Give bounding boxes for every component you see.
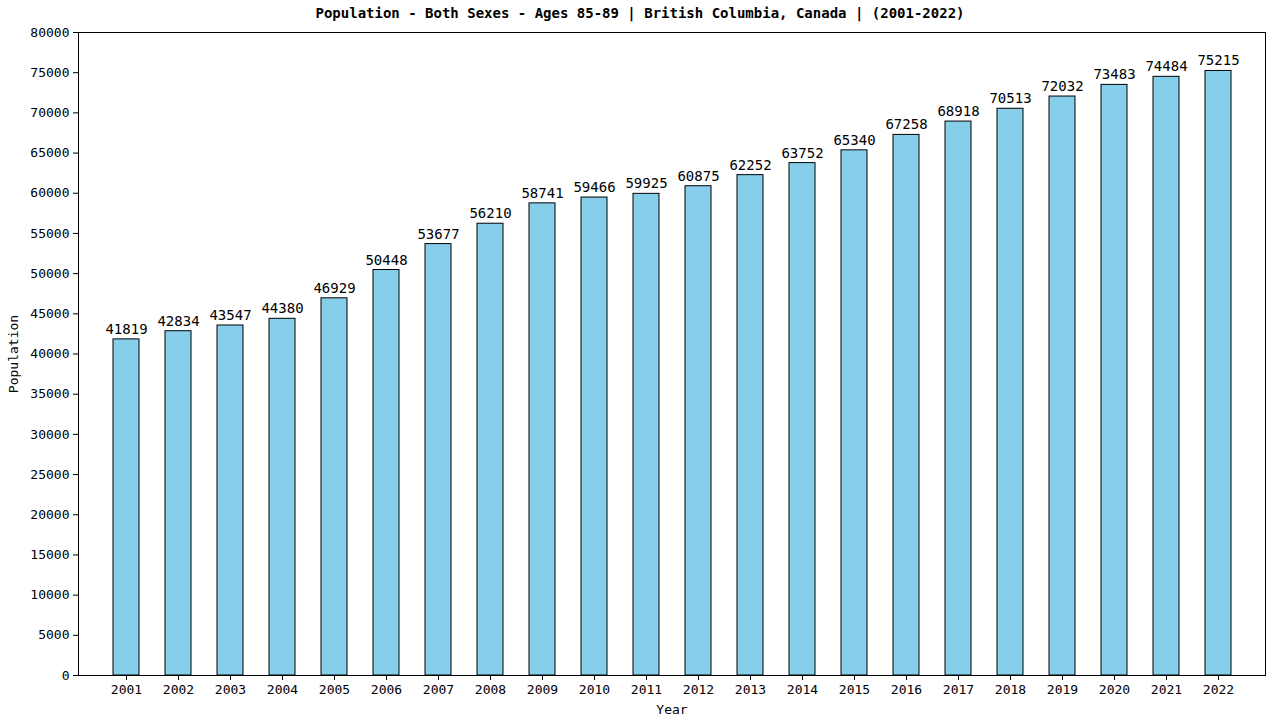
svg-text:58741: 58741 bbox=[521, 185, 563, 201]
svg-text:74484: 74484 bbox=[1145, 58, 1187, 74]
svg-text:67258: 67258 bbox=[885, 116, 927, 132]
svg-text:2007: 2007 bbox=[423, 682, 454, 697]
svg-text:2018: 2018 bbox=[995, 682, 1026, 697]
svg-text:2013: 2013 bbox=[735, 682, 766, 697]
svg-text:2022: 2022 bbox=[1203, 682, 1234, 697]
svg-text:2014: 2014 bbox=[787, 682, 818, 697]
svg-text:50000: 50000 bbox=[30, 266, 69, 281]
html-text:Population - Both Sexes - Ages: Population - Both Sexes - Ages 85-89 | B… bbox=[315, 5, 965, 21]
svg-text:2005: 2005 bbox=[319, 682, 350, 697]
svg-text:2015: 2015 bbox=[839, 682, 870, 697]
svg-text:2017: 2017 bbox=[943, 682, 974, 697]
svg-text:70513: 70513 bbox=[989, 90, 1031, 106]
svg-text:50448: 50448 bbox=[365, 252, 407, 268]
svg-text:55000: 55000 bbox=[30, 226, 69, 241]
svg-text:35000: 35000 bbox=[30, 386, 69, 401]
svg-text:73483: 73483 bbox=[1093, 66, 1135, 82]
svg-text:2010: 2010 bbox=[579, 682, 610, 697]
svg-text:2021: 2021 bbox=[1151, 682, 1182, 697]
svg-text:65340: 65340 bbox=[833, 132, 875, 148]
svg-text:65000: 65000 bbox=[30, 145, 69, 160]
svg-text:42834: 42834 bbox=[157, 313, 199, 329]
svg-text:43547: 43547 bbox=[209, 307, 251, 323]
svg-text:2008: 2008 bbox=[475, 682, 506, 697]
svg-text:0: 0 bbox=[62, 668, 70, 683]
svg-text:2009: 2009 bbox=[527, 682, 558, 697]
svg-text:15000: 15000 bbox=[30, 547, 69, 562]
svg-text:45000: 45000 bbox=[30, 306, 69, 321]
svg-text:Year: Year bbox=[656, 702, 687, 717]
svg-text:2001: 2001 bbox=[111, 682, 142, 697]
svg-text:75215: 75215 bbox=[1197, 52, 1239, 68]
svg-text:2019: 2019 bbox=[1047, 682, 1078, 697]
svg-text:60875: 60875 bbox=[677, 168, 719, 184]
svg-text:10000: 10000 bbox=[30, 587, 69, 602]
svg-text:56210: 56210 bbox=[469, 205, 511, 221]
svg-text:2016: 2016 bbox=[891, 682, 922, 697]
svg-text:5000: 5000 bbox=[38, 627, 69, 642]
svg-text:2002: 2002 bbox=[163, 682, 194, 697]
svg-text:2012: 2012 bbox=[683, 682, 714, 697]
svg-text:44380: 44380 bbox=[261, 300, 303, 316]
svg-text:60000: 60000 bbox=[30, 185, 69, 200]
svg-text:2011: 2011 bbox=[631, 682, 662, 697]
svg-text:62252: 62252 bbox=[729, 157, 771, 173]
svg-text:72032: 72032 bbox=[1041, 78, 1083, 94]
svg-text:Population: Population bbox=[6, 315, 21, 393]
svg-text:80000: 80000 bbox=[30, 25, 69, 40]
svg-text:25000: 25000 bbox=[30, 467, 69, 482]
svg-text:68918: 68918 bbox=[937, 103, 979, 119]
svg-text:70000: 70000 bbox=[30, 105, 69, 120]
svg-text:46929: 46929 bbox=[313, 280, 355, 296]
svg-text:59925: 59925 bbox=[625, 175, 667, 191]
svg-text:30000: 30000 bbox=[30, 427, 69, 442]
svg-text:59466: 59466 bbox=[573, 179, 615, 195]
svg-text:2006: 2006 bbox=[371, 682, 402, 697]
svg-text:40000: 40000 bbox=[30, 346, 69, 361]
svg-text:41819: 41819 bbox=[105, 321, 147, 337]
svg-text:2003: 2003 bbox=[215, 682, 246, 697]
svg-text:75000: 75000 bbox=[30, 65, 69, 80]
svg-text:2020: 2020 bbox=[1099, 682, 1130, 697]
svg-text:20000: 20000 bbox=[30, 507, 69, 522]
svg-text:2004: 2004 bbox=[267, 682, 298, 697]
svg-text:63752: 63752 bbox=[781, 145, 823, 161]
svg-text:53677: 53677 bbox=[417, 226, 459, 242]
